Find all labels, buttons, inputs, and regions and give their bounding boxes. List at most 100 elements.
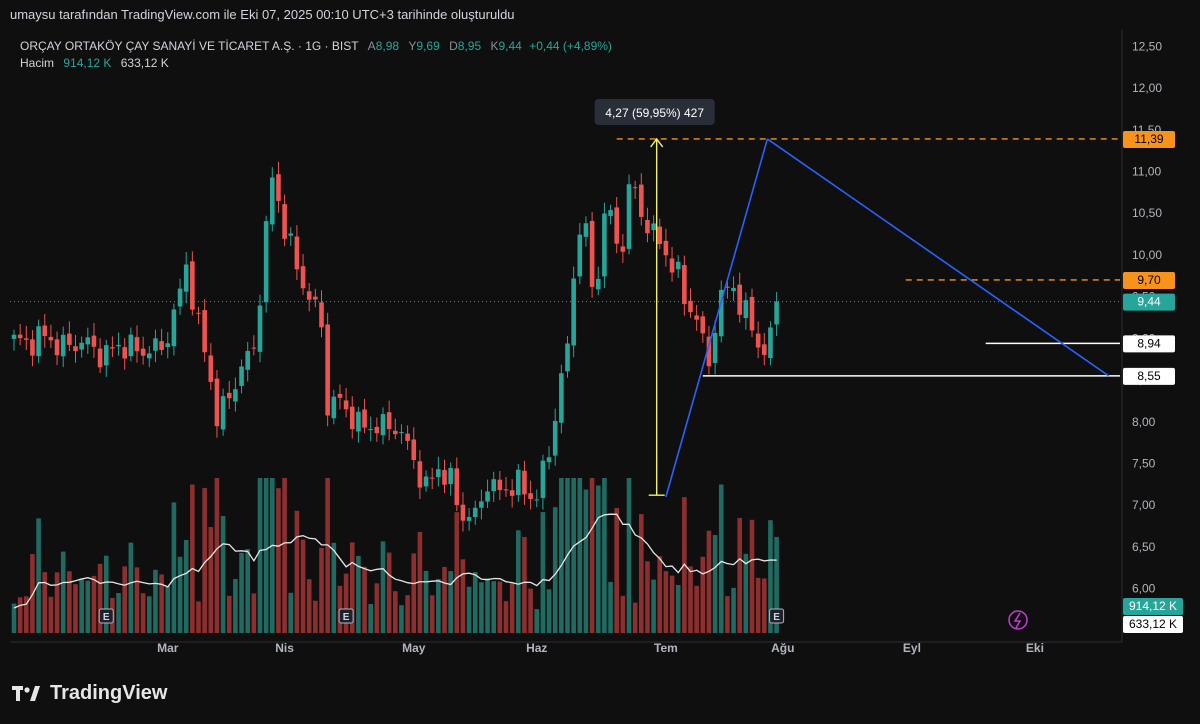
measure-arrowhead [650, 137, 664, 148]
candle-body [405, 433, 410, 441]
volume-bar [300, 539, 306, 633]
candle-body [24, 338, 29, 340]
candle-body [399, 432, 404, 434]
volume-bar [737, 518, 742, 633]
candle-body [147, 353, 152, 359]
volume-bar [712, 535, 718, 633]
volume-bar [651, 579, 656, 633]
candle-body [540, 460, 546, 499]
candle-body [17, 334, 23, 339]
candle-body [429, 477, 435, 479]
candle-body [294, 236, 300, 270]
volume-bar [632, 602, 638, 633]
open-value: 8,98 [375, 39, 400, 53]
candle-body [639, 184, 644, 217]
volume-bar [546, 589, 552, 633]
x-tick-label: Eyl [903, 641, 921, 655]
price-tag-last: 9,44 [1137, 295, 1161, 309]
volume-bar [233, 578, 238, 633]
alert-lightning-icon [1008, 610, 1028, 630]
y-tick-label: 7,50 [1132, 456, 1156, 470]
candle-body [263, 221, 269, 303]
volume-tag: 914,12 K [1129, 599, 1177, 613]
high-value: 9,69 [416, 39, 440, 53]
volume-bar [614, 507, 619, 633]
price-tag-8-55-bg [1123, 367, 1175, 385]
volume-bar [626, 478, 632, 633]
candle-body [128, 334, 134, 357]
volume-bar [602, 478, 607, 633]
price-tag-11-39: 11,39 [1134, 132, 1163, 146]
volume-bar [608, 581, 613, 633]
candle-body [712, 332, 718, 363]
volume-bar [24, 596, 29, 633]
price-tag-8-55: 8,55 [1137, 369, 1161, 383]
volume-bar [423, 570, 429, 633]
volume-bar [497, 581, 503, 633]
volume-bar [688, 566, 693, 633]
volume-bar [331, 542, 337, 633]
volume-bar [36, 518, 41, 633]
volume-bar [509, 582, 515, 633]
volume-bar [140, 593, 146, 633]
y-tick-label: 8,00 [1132, 415, 1156, 429]
candle-body [276, 174, 281, 201]
volume-bar [226, 595, 232, 633]
volume-bar [343, 573, 349, 633]
volume-bar [356, 555, 361, 633]
y-tick-label: 7,00 [1132, 498, 1156, 512]
candle-body [700, 316, 706, 334]
candle-body [589, 220, 595, 287]
volume-bar [417, 531, 423, 633]
x-tick-label: Tem [654, 641, 678, 655]
volume-bar [288, 592, 294, 633]
candle-body [239, 366, 244, 386]
volume-bar [202, 487, 207, 633]
volume-bar [319, 547, 324, 633]
close-value: 9,44 [498, 39, 522, 53]
volume-bar [165, 586, 171, 633]
candle-body [509, 490, 515, 496]
candle-body [423, 476, 429, 487]
volume-ma-tag: 633,12 K [1129, 617, 1177, 631]
price-chart[interactable]: 12,5012,0011,5011,0010,5010,009,509,008,… [10, 30, 1190, 658]
candle-body [442, 469, 447, 485]
candle-body [85, 337, 91, 345]
symbol-label[interactable]: ORÇAY ORTAKÖY ÇAY SANAYİ VE TİCARET A.Ş.… [20, 39, 359, 53]
candle-body [725, 286, 730, 288]
chart-panel[interactable]: 12,5012,0011,5011,0010,5010,009,509,008,… [10, 30, 1190, 658]
candle-body [30, 339, 35, 356]
candle-body [343, 400, 349, 410]
high-label: Y [408, 39, 417, 53]
candle-body [134, 337, 140, 352]
price-tag-11-39-bg [1123, 130, 1175, 148]
candle-body [386, 412, 392, 430]
candle-body [472, 507, 478, 518]
volume-bar [386, 552, 392, 633]
low-label: D [449, 39, 458, 53]
candle-body [54, 339, 60, 356]
volume-bar [147, 596, 152, 633]
candle-body [417, 461, 423, 488]
volume-bar [472, 572, 478, 633]
candle-body [602, 213, 607, 277]
chart-legend: ORÇAY ORTAKÖY ÇAY SANAYİ VE TİCARET A.Ş.… [20, 38, 612, 72]
candle-body [774, 301, 779, 325]
candle-body [460, 504, 466, 521]
candle-body [571, 278, 576, 346]
candle-body [534, 499, 540, 501]
candle-body [731, 287, 736, 292]
footer: TradingView [0, 658, 1200, 724]
volume-bar [516, 530, 521, 633]
candle-body [491, 479, 496, 492]
measure-label: 4,27 (59,95%) 427 [605, 106, 704, 120]
volume-bar [454, 512, 460, 633]
candle-body [116, 344, 121, 347]
candle-body [374, 426, 380, 434]
low-value: 8,95 [457, 39, 482, 53]
x-tick-label: Nis [275, 641, 294, 655]
candle-body [608, 210, 613, 217]
candle-body [103, 345, 109, 366]
volume-bar [669, 575, 675, 633]
earnings-marker-label: E [103, 612, 110, 623]
